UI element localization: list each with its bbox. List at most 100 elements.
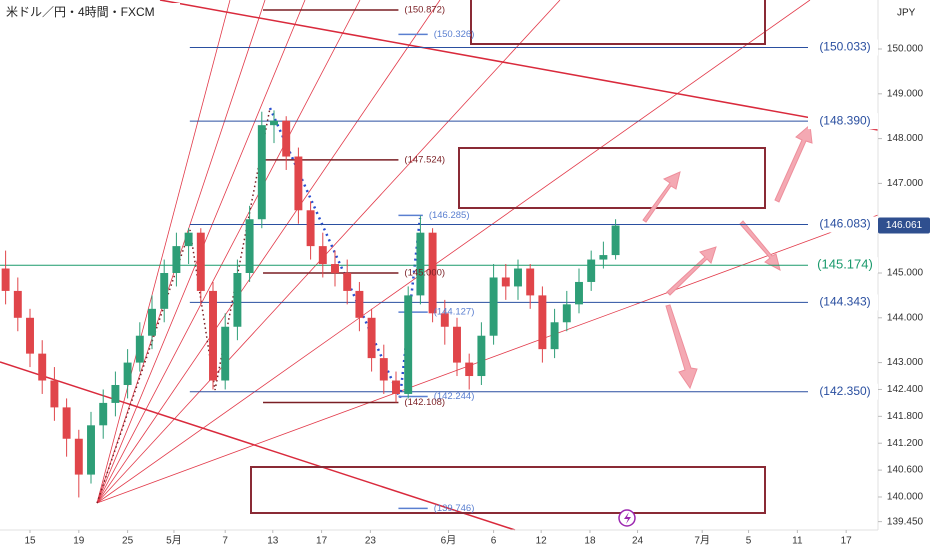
chart-title: 米ドル／円・4時間・FXCM [6,5,155,19]
candle-body [99,402,108,426]
y-tick-label: 140.000 [887,492,924,503]
y-tick-label: 140.600 [887,465,924,476]
candle-body [257,125,266,220]
level-label: (150.872) [404,4,445,15]
candle-body [74,438,83,475]
candles [1,110,620,498]
level-label: (146.285) [429,210,470,221]
candle-body [160,272,169,309]
x-tick-label: 19 [73,536,85,547]
level-label: (144.127) [434,307,475,318]
candle-body [270,120,278,126]
candle-body [50,380,59,408]
plot-area [0,0,879,531]
candle-body [575,281,583,305]
candle-body [306,210,315,247]
level-label: (145.174) [817,257,873,272]
zone-box [458,147,766,209]
y-tick-label: 141.800 [887,411,924,422]
last-price-tag [878,217,930,234]
candle-body [355,290,364,318]
level-label: (142.108) [404,397,445,408]
candle-body [282,120,291,157]
candle-body [379,358,388,381]
level-label: (142.350) [819,384,870,398]
level-label: (144.343) [819,295,870,309]
level-label: (146.083) [819,217,870,231]
level-label-bg [808,39,878,56]
y-tick-label: 142.400 [887,384,924,395]
candle-body [13,290,22,318]
candle-body [416,232,425,296]
x-tick-label: 23 [365,536,377,547]
y-tick-label: 143.000 [887,357,924,368]
y-tick-label: 148.000 [887,133,924,144]
level-label-bg [808,257,878,274]
title-backdrop [0,3,180,23]
level-label: (142.244) [434,391,475,402]
last-price-label: 146.061 [886,220,923,231]
candle-body [209,290,217,381]
x-tick-label: 7 [222,536,228,547]
level-label-bg [808,294,878,311]
currency-label: JPY [897,8,916,19]
candle-body [62,407,71,439]
pivot-line [268,107,422,403]
candle-body [404,295,413,394]
candle-body [343,272,352,291]
candle-body [196,232,205,291]
candle-body [538,295,547,350]
x-tick-label: 24 [632,536,644,547]
arrows [642,124,813,390]
level-label: (139.746) [434,503,475,514]
candle-body [123,362,132,385]
candle-body [501,277,510,287]
candle-body [526,268,535,296]
x-tick-label: 18 [584,536,596,547]
trend-line [0,361,516,531]
x-tick-label: 5月 [166,535,182,547]
candle-body [514,268,522,287]
candle-body [184,232,193,247]
candle-body [331,264,339,273]
candle-body [489,277,498,336]
x-tick-label: 13 [267,536,279,547]
level-label: (150.033) [819,40,870,54]
y-tick-label: 141.200 [887,438,924,449]
level-label: (145.000) [404,268,445,279]
candle-body [367,317,376,359]
y-tick-label: 139.450 [887,516,924,527]
candle-body [611,225,620,256]
level-label: (147.524) [404,154,445,165]
trend-line [159,0,879,131]
candle-body [318,246,327,265]
candle-body [38,353,47,381]
candle-body [172,246,181,273]
x-tick-label: 5 [746,536,752,547]
level-label-bg [808,383,878,400]
level-label-bg [808,216,878,233]
level-label: (150.326) [434,29,475,40]
x-tick-label: 25 [122,536,134,547]
candle-body [587,259,596,282]
candle-body [245,219,254,273]
candle-body [87,425,95,475]
y-tick-label: 147.000 [887,178,924,189]
candle-body [111,384,120,403]
level-label: (148.390) [819,113,870,127]
zone-box [250,466,766,514]
candle-body [562,304,571,323]
event-icon-bolt [624,512,631,524]
candle-body [1,268,10,291]
x-tick-label: 7月 [694,535,710,547]
y-tick-label: 145.000 [887,268,924,279]
x-tick-label: 17 [316,536,328,547]
pivot-line [96,107,271,504]
candle-body [453,326,461,363]
candle-body [440,313,449,327]
candle-body [233,272,242,327]
candle-body [135,335,144,363]
